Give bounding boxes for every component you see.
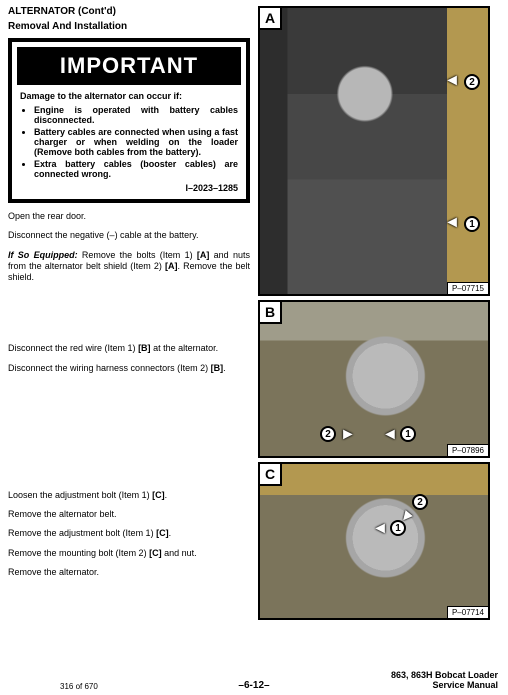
t: and nut. <box>162 548 197 558</box>
important-title-wrap: IMPORTANT <box>17 47 241 85</box>
figure-code: P–07714 <box>447 606 488 618</box>
figure-code: P–07896 <box>447 444 488 456</box>
body-text: Disconnect the negative (–) cable at the… <box>8 230 250 241</box>
arrow-icon: ◄ <box>372 520 388 538</box>
photo-placeholder <box>260 8 488 294</box>
t: . <box>165 490 168 500</box>
t: Disconnect the red wire (Item 1) <box>8 343 138 353</box>
body-text: Disconnect the red wire (Item 1) [B] at … <box>8 343 250 354</box>
important-bullet: Extra battery cables (booster cables) ar… <box>34 159 238 179</box>
body-text: Remove the alternator belt. <box>8 509 250 520</box>
body-text: Remove the mounting bolt (Item 2) [C] an… <box>8 548 250 559</box>
t: Remove the adjustment bolt (Item 1) <box>8 528 156 538</box>
important-bullet: Engine is operated with battery cables d… <box>34 105 238 125</box>
callout: 1 <box>390 520 406 536</box>
t: at the alternator. <box>151 343 219 353</box>
footer-line: Service Manual <box>432 680 498 690</box>
body-text: Loosen the adjustment bolt (Item 1) [C]. <box>8 490 250 501</box>
spacer <box>8 291 250 343</box>
arrow-icon: ► <box>340 426 356 444</box>
figure-b: B 2 ► 1 ◄ P–07896 <box>258 300 490 458</box>
important-bullet: Battery cables are connected when using … <box>34 127 238 157</box>
t: Remove the bolts (Item 1) <box>78 250 197 260</box>
ref: [C] <box>149 548 162 558</box>
footer-manual-title: 863, 863H Bobcat Loader Service Manual <box>391 671 498 691</box>
figure-label: A <box>260 8 282 30</box>
ref: [B] <box>138 343 151 353</box>
t: Remove the mounting bolt (Item 2) <box>8 548 149 558</box>
t: Disconnect the wiring harness connectors… <box>8 363 211 373</box>
body-text: If So Equipped: Remove the bolts (Item 1… <box>8 250 250 284</box>
footer-page-number: –6-12– <box>238 680 269 691</box>
arrow-icon: ◄ <box>444 72 460 90</box>
important-title: IMPORTANT <box>60 53 198 78</box>
t: . <box>169 528 172 538</box>
arrow-icon: ◄ <box>444 214 460 232</box>
important-box: IMPORTANT Damage to the alternator can o… <box>8 38 250 203</box>
body-text: Remove the alternator. <box>8 567 250 578</box>
ref: [C] <box>152 490 165 500</box>
figure-label: B <box>260 302 282 324</box>
photo-placeholder <box>260 302 488 456</box>
body-text: Open the rear door. <box>8 211 250 222</box>
important-list: Engine is operated with battery cables d… <box>20 105 238 179</box>
spacer <box>8 382 250 490</box>
footer-page-count: 316 of 670 <box>60 682 98 691</box>
footer-line: 863, 863H Bobcat Loader <box>391 670 498 680</box>
important-code: I–2023–1285 <box>12 181 246 193</box>
em-text: If So Equipped: <box>8 250 78 260</box>
subsection-title: Removal And Installation <box>8 21 250 32</box>
section-title: ALTERNATOR (Cont'd) <box>8 6 250 17</box>
figure-label: C <box>260 464 282 486</box>
body-text: Remove the adjustment bolt (Item 1) [C]. <box>8 528 250 539</box>
ref: [A] <box>197 250 210 260</box>
ref: [C] <box>156 528 169 538</box>
t: Loosen the adjustment bolt (Item 1) <box>8 490 152 500</box>
figure-c: C 2 ▼ 1 ◄ P–07714 <box>258 462 490 620</box>
photo-placeholder <box>260 464 488 618</box>
callout: 2 <box>320 426 336 442</box>
callout: 2 <box>412 494 428 510</box>
important-lead: Damage to the alternator can occur if: <box>20 91 238 101</box>
ref: [A] <box>165 261 178 271</box>
figure-a: A 2 ◄ 1 ◄ P–07715 <box>258 6 490 296</box>
body-text: Disconnect the wiring harness connectors… <box>8 363 250 374</box>
figure-code: P–07715 <box>447 282 488 294</box>
t: . <box>223 363 226 373</box>
callout: 1 <box>464 216 480 232</box>
ref: [B] <box>211 363 224 373</box>
arrow-icon: ◄ <box>382 426 398 444</box>
callout: 1 <box>400 426 416 442</box>
callout: 2 <box>464 74 480 90</box>
